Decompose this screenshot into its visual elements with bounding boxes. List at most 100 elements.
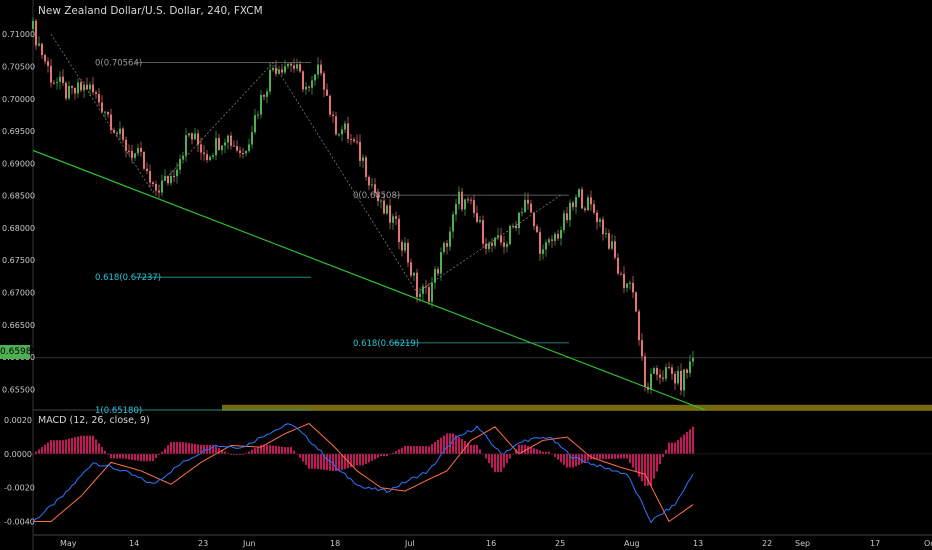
macd-histogram-bar xyxy=(86,435,88,454)
candle-body xyxy=(65,82,67,99)
y-tick-label: 0.67500 xyxy=(2,256,35,265)
candle-body xyxy=(404,242,406,251)
macd-histogram-bar xyxy=(449,433,451,454)
candle-body xyxy=(365,157,367,177)
macd-histogram-bar xyxy=(386,453,388,457)
candle-body xyxy=(92,84,94,93)
candle-body xyxy=(527,199,529,204)
macd-histogram-bar xyxy=(671,442,673,454)
candle-body xyxy=(173,175,175,177)
candle-body xyxy=(449,231,451,247)
macd-histogram-bar xyxy=(158,453,160,455)
macd-histogram-bar xyxy=(191,443,193,454)
candle-body xyxy=(206,154,208,160)
candle-body xyxy=(77,82,79,94)
macd-histogram-bar xyxy=(227,453,229,454)
macd-histogram-bar xyxy=(587,453,589,461)
macd-histogram-bar xyxy=(470,444,472,454)
candle-body xyxy=(611,241,613,249)
macd-histogram-bar xyxy=(128,453,130,460)
macd-histogram-bar xyxy=(188,442,190,454)
macd-histogram-bar xyxy=(344,453,346,470)
candle-body xyxy=(323,73,325,90)
candle-body xyxy=(398,218,400,242)
candle-body xyxy=(35,20,37,46)
candle-body xyxy=(344,123,346,130)
macd-histogram-bar xyxy=(377,453,379,458)
macd-histogram-bar xyxy=(569,453,571,468)
macd-histogram-bar xyxy=(338,453,340,472)
y-tick-label: 0.70000 xyxy=(2,95,35,104)
macd-histogram-bar xyxy=(668,442,670,454)
macd-histogram-bar xyxy=(239,453,241,455)
macd-histogram-bar xyxy=(644,453,646,486)
macd-histogram-bar xyxy=(80,435,82,454)
macd-histogram-bar xyxy=(77,436,79,454)
candle-body xyxy=(665,367,667,379)
candle-body xyxy=(566,213,568,221)
candle-body xyxy=(620,273,622,275)
macd-histogram-bar xyxy=(686,431,688,454)
y-tick-label: 0.68000 xyxy=(2,224,35,233)
macd-histogram-bar xyxy=(215,446,217,454)
candle-body xyxy=(536,226,538,233)
macd-histogram-bar xyxy=(47,442,49,454)
macd-histogram-bar xyxy=(122,453,124,459)
macd-histogram-bar xyxy=(263,444,265,454)
macd-histogram-bar xyxy=(443,435,445,454)
candle-body xyxy=(479,220,481,222)
candle-body xyxy=(338,134,340,136)
macd-histogram-bar xyxy=(635,453,637,473)
candle-body xyxy=(305,86,307,90)
macd-histogram-bar xyxy=(626,453,628,459)
candle-body xyxy=(440,252,442,274)
candle-body xyxy=(263,95,265,97)
macd-histogram-bar xyxy=(320,453,322,470)
macd-histogram-bar xyxy=(152,453,154,462)
macd-histogram-bar xyxy=(326,453,328,471)
candle-body xyxy=(209,156,211,160)
macd-histogram-bar xyxy=(302,453,304,462)
macd-histogram-bar xyxy=(392,452,394,454)
candle-body xyxy=(380,200,382,202)
candle-body xyxy=(143,151,145,169)
macd-histogram-bar xyxy=(359,453,361,466)
macd-histogram-bar xyxy=(545,451,547,454)
macd-histogram-bar xyxy=(677,439,679,454)
macd-histogram-bar xyxy=(242,453,244,455)
candle-body xyxy=(146,168,148,172)
zigzag-line xyxy=(50,34,562,293)
candle-body xyxy=(317,64,319,75)
macd-histogram-bar xyxy=(623,453,625,459)
candle-body xyxy=(659,374,661,378)
macd-histogram-bar xyxy=(329,453,331,471)
candle-body xyxy=(83,84,85,91)
candle-body xyxy=(68,85,70,99)
x-tick-label: Jul xyxy=(404,539,415,548)
macd-histogram-bar xyxy=(497,453,499,473)
candle-body xyxy=(38,43,40,46)
macd-histogram-bar xyxy=(308,453,310,469)
macd-histogram-bar xyxy=(281,446,283,454)
candle-body xyxy=(461,191,463,210)
macd-histogram-bar xyxy=(575,453,577,467)
candle-body xyxy=(662,377,664,379)
macd-histogram-bar xyxy=(536,449,538,454)
candle-body xyxy=(530,203,532,213)
fib-label: 0(0.68508) xyxy=(353,191,400,201)
candle-body xyxy=(284,66,286,73)
macd-histogram-bar xyxy=(107,453,109,455)
macd-histogram-bar xyxy=(410,445,412,454)
candle-body xyxy=(491,243,493,246)
candle-body xyxy=(200,144,202,153)
candle-body xyxy=(47,61,49,66)
macd-histogram-bar xyxy=(167,445,169,454)
macd-histogram-bar xyxy=(389,453,391,455)
candle-body xyxy=(428,287,430,302)
candle-body xyxy=(407,242,409,263)
candle-body xyxy=(281,69,283,73)
macd-histogram-bar xyxy=(365,453,367,464)
macd-histogram-bar xyxy=(473,444,475,454)
macd-histogram-bar xyxy=(323,453,325,470)
